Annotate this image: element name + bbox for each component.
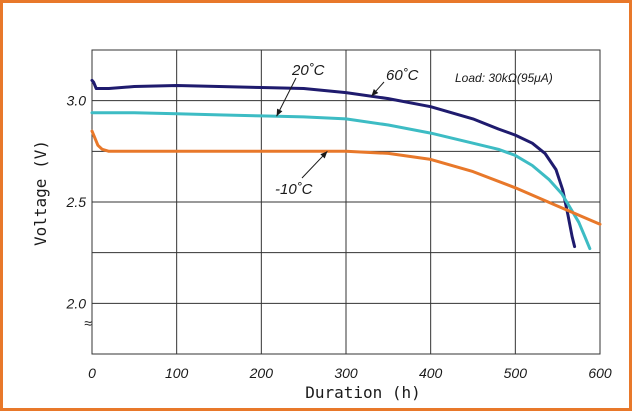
x-axis-title: Duration (h): [305, 383, 421, 402]
grid-layer: [91, 49, 601, 355]
x-tick-label: 0: [88, 365, 96, 381]
annotation-leader: [276, 77, 297, 117]
annotation-arrowhead: [276, 108, 283, 117]
x-tick-label: 200: [249, 365, 274, 381]
x-tick-label: 400: [419, 365, 443, 381]
x-tick-label: 500: [504, 365, 528, 381]
series-annotation-label: 60˚C: [386, 67, 419, 84]
series-layer: [90, 78, 602, 251]
y-tick-label: 3.0: [67, 93, 87, 109]
x-tick-label: 100: [165, 365, 189, 381]
series-annotation-label: 20˚C: [291, 62, 325, 79]
axis-break-symbol: ≈: [84, 315, 92, 331]
tick-label-layer: 0 100 200 300 400 500 600 2.0 2.5 3.0: [66, 93, 612, 381]
series-line: [90, 78, 577, 249]
series-line: [90, 129, 602, 226]
series-annotation-label: -10˚C: [275, 181, 313, 198]
annotation-layer: 60˚C 20˚C -10˚C: [275, 62, 419, 198]
x-tick-label: 300: [334, 365, 358, 381]
y-tick-label: 2.5: [66, 194, 87, 210]
x-tick-label: 600: [588, 365, 612, 381]
y-axis-title: Voltage (V): [31, 140, 50, 246]
y-tick-label: 2.0: [66, 295, 87, 311]
load-note: Load: 30kΩ(95μA): [455, 71, 553, 85]
annotation-arrowhead: [320, 151, 328, 159]
series-line: [90, 111, 592, 251]
annotation-arrowhead: [371, 89, 379, 97]
